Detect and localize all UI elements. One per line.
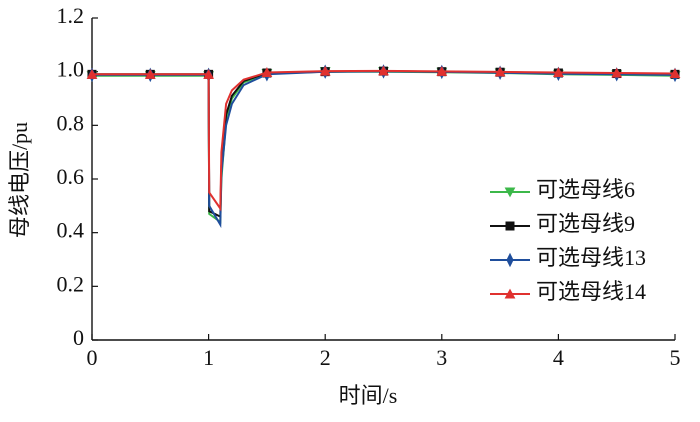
marker (436, 65, 448, 76)
legend-label: 可选母线9 (536, 211, 635, 236)
x-tick-label: 2 (320, 345, 331, 370)
legend-marker (506, 252, 514, 268)
marker (669, 68, 681, 79)
marker (553, 67, 564, 77)
legend-marker (505, 221, 515, 231)
y-axis-label: 母线电压/pu (7, 122, 32, 238)
legend-label: 可选母线14 (536, 279, 646, 304)
x-axis-label: 时间/s (339, 383, 398, 408)
marker (378, 65, 389, 76)
legend-marker (504, 288, 516, 299)
y-tick-label: 0.4 (57, 218, 85, 243)
marker (203, 68, 214, 79)
y-tick-label: 0.8 (57, 110, 85, 135)
x-tick-label: 4 (553, 345, 564, 370)
legend-marker (504, 187, 516, 198)
y-tick-label: 1.0 (57, 57, 85, 82)
marker (611, 67, 623, 78)
series-line (92, 69, 676, 212)
y-tick-label: 0.2 (57, 271, 85, 296)
marker (319, 65, 331, 76)
marker (494, 66, 506, 77)
x-tick-label: 3 (436, 345, 447, 370)
marker (144, 68, 156, 79)
x-tick-label: 0 (87, 345, 98, 370)
y-tick-label: 0 (73, 325, 84, 350)
x-tick-label: 1 (203, 345, 214, 370)
legend-label: 可选母线13 (536, 245, 646, 270)
marker (261, 67, 273, 77)
x-tick-label: 5 (670, 345, 681, 370)
y-tick-label: 1.2 (57, 3, 85, 28)
legend-label: 可选母线6 (536, 177, 635, 202)
y-tick-label: 0.6 (57, 164, 85, 189)
marker (86, 68, 98, 79)
